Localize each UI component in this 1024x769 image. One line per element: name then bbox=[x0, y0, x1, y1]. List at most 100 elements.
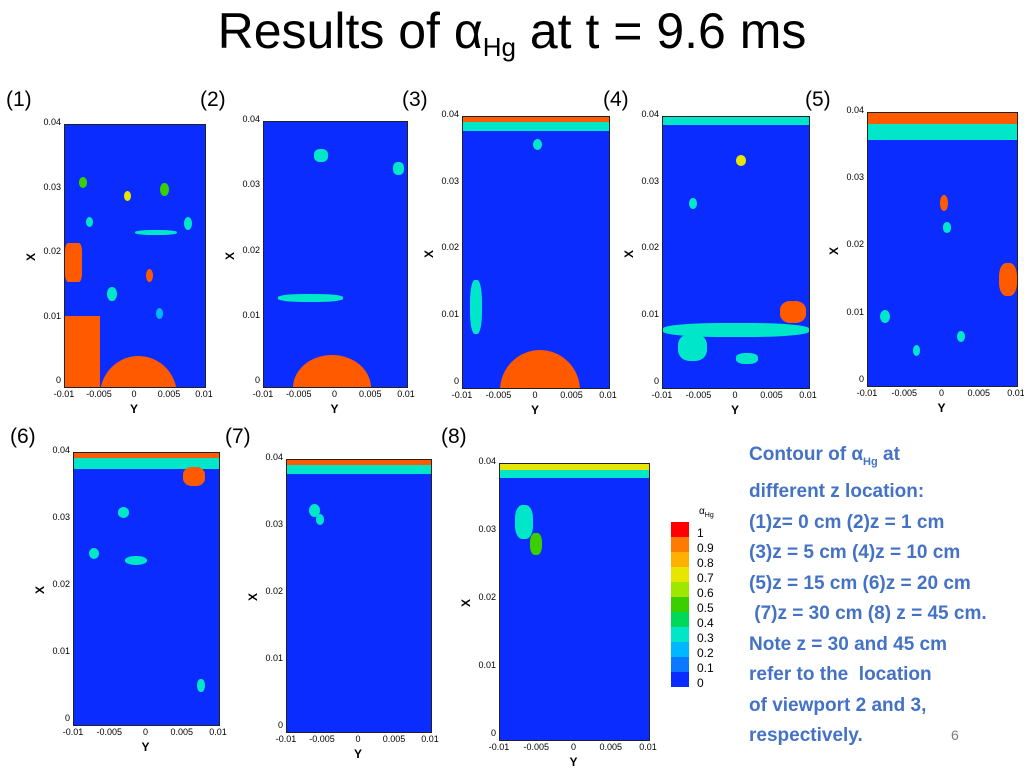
contour-region bbox=[392, 161, 405, 175]
x-tick-label: -0.01 bbox=[451, 390, 473, 400]
x-axis-title: Y bbox=[531, 403, 540, 417]
contour-region bbox=[146, 269, 154, 283]
caption-line-3: (1)z= 0 cm (2)z = 1 cm bbox=[749, 511, 945, 533]
y-tick-label: 0.03 bbox=[43, 181, 61, 192]
contour-region bbox=[86, 216, 93, 228]
contour-region bbox=[197, 678, 205, 693]
caption-line-5: (5)z = 15 cm (6)z = 20 cm bbox=[749, 572, 971, 594]
contour-region bbox=[292, 355, 372, 387]
contour-region bbox=[942, 222, 952, 234]
legend-title: αHg bbox=[699, 506, 714, 519]
legend-level-label: 0.7 bbox=[697, 571, 714, 585]
x-tick-label: 0 bbox=[938, 388, 944, 398]
panel-label: (5) bbox=[805, 88, 831, 111]
page-number: 6 bbox=[951, 727, 959, 743]
legend-swatch bbox=[671, 597, 689, 612]
contour-region bbox=[308, 503, 321, 518]
caption-text: Contour of αHg at different z location: … bbox=[749, 440, 1024, 752]
legend-swatch bbox=[671, 612, 689, 627]
contour-region bbox=[65, 242, 82, 283]
contour-region bbox=[160, 182, 169, 196]
title-subscript: Hg bbox=[482, 32, 516, 62]
x-tick-label: 0 bbox=[570, 742, 576, 752]
y-tick-label: 0.03 bbox=[441, 175, 459, 186]
x-tick-label: -0.005 bbox=[96, 727, 123, 737]
contour-plot-area bbox=[662, 116, 810, 389]
y-tick-label: 0.01 bbox=[242, 309, 260, 320]
x-axis-title: Y bbox=[141, 740, 150, 754]
title-text: Results of α bbox=[217, 3, 483, 59]
panel-label: (8) bbox=[441, 425, 467, 448]
x-tick-label: 0 bbox=[142, 727, 148, 737]
y-tick-label: 0.02 bbox=[478, 591, 496, 602]
y-tick-label: 0.02 bbox=[641, 242, 659, 253]
legend-level-label: 0.1 bbox=[697, 661, 714, 675]
y-tick-label: 0.02 bbox=[52, 578, 70, 589]
slide-title: Results of αHg at t = 9.6 ms bbox=[0, 2, 1024, 63]
legend-swatch bbox=[671, 642, 689, 657]
legend-level-label: 0 bbox=[697, 676, 704, 690]
contour-region bbox=[663, 117, 809, 126]
legend-swatch bbox=[671, 582, 689, 597]
panel-label: (6) bbox=[10, 425, 36, 448]
x-tick-label: 0 bbox=[355, 734, 361, 744]
x-axis-title: Y bbox=[569, 755, 578, 769]
contour-region bbox=[278, 294, 343, 303]
x-tick-label: -0.005 bbox=[485, 390, 512, 400]
contour-region bbox=[500, 464, 649, 470]
y-tick-label: 0.01 bbox=[43, 310, 61, 321]
panel-label: (1) bbox=[6, 88, 32, 111]
x-tick-label: 0.01 bbox=[209, 727, 227, 737]
legend-level-label: 0.3 bbox=[697, 631, 714, 645]
x-tick-label: 0.005 bbox=[760, 390, 783, 400]
y-tick-label: 0.03 bbox=[242, 179, 260, 190]
y-axis-title: X bbox=[622, 249, 636, 258]
y-tick-label: 0.03 bbox=[478, 523, 496, 534]
y-axis-title: X bbox=[422, 249, 436, 258]
y-tick-label: 0.04 bbox=[242, 114, 260, 124]
contour-plot-area bbox=[867, 112, 1018, 387]
x-tick-label: 0.005 bbox=[967, 388, 991, 398]
x-tick-label: 0 bbox=[131, 389, 137, 399]
y-tick-label: 0 bbox=[277, 719, 283, 730]
x-tick-label: -0.005 bbox=[309, 734, 335, 744]
title-suffix: at t = 9.6 ms bbox=[515, 3, 807, 59]
contour-region bbox=[779, 301, 807, 323]
caption-line-4: (3)z = 5 cm (4)z = 10 cm bbox=[749, 542, 961, 564]
contour-region bbox=[999, 263, 1017, 296]
legend-swatch bbox=[671, 567, 689, 582]
y-axis-title: X bbox=[223, 251, 237, 260]
contour-region bbox=[123, 190, 131, 201]
x-tick-label: 0.01 bbox=[421, 734, 439, 744]
x-tick-label: -0.005 bbox=[86, 389, 112, 399]
y-tick-label: 0.02 bbox=[265, 585, 283, 596]
contour-region bbox=[117, 507, 130, 519]
y-tick-label: 0.01 bbox=[52, 645, 70, 656]
x-axis-title: Y bbox=[354, 747, 363, 761]
y-tick-label: 0.03 bbox=[265, 518, 283, 529]
x-axis-title: Y bbox=[731, 403, 740, 417]
x-tick-label: 0.01 bbox=[639, 742, 657, 752]
legend-swatch bbox=[671, 522, 689, 537]
y-axis-title: X bbox=[459, 598, 473, 607]
caption-line-6: (7)z = 30 cm (8) z = 45 cm. bbox=[749, 603, 987, 625]
x-tick-label: -0.01 bbox=[252, 389, 274, 399]
y-axis-title: X bbox=[33, 585, 47, 594]
legend-level-label: 1 bbox=[697, 526, 704, 540]
caption-line-1: Contour of αHg at bbox=[749, 444, 900, 468]
legend-swatch bbox=[671, 627, 689, 642]
contour-region bbox=[74, 453, 219, 459]
y-tick-label: 0.04 bbox=[441, 109, 459, 119]
contour-region bbox=[156, 308, 163, 319]
y-tick-label: 0.04 bbox=[52, 445, 70, 455]
y-tick-label: 0.03 bbox=[846, 172, 864, 183]
contour-region bbox=[879, 309, 891, 324]
y-axis-title: X bbox=[24, 252, 38, 261]
x-tick-label: 0.01 bbox=[599, 390, 617, 400]
contour-region bbox=[287, 465, 431, 474]
contour-region bbox=[677, 333, 707, 361]
y-tick-label: 0.02 bbox=[43, 246, 61, 257]
x-tick-label: -0.01 bbox=[62, 727, 84, 737]
contour-region bbox=[736, 352, 758, 364]
contour-region bbox=[287, 460, 431, 466]
